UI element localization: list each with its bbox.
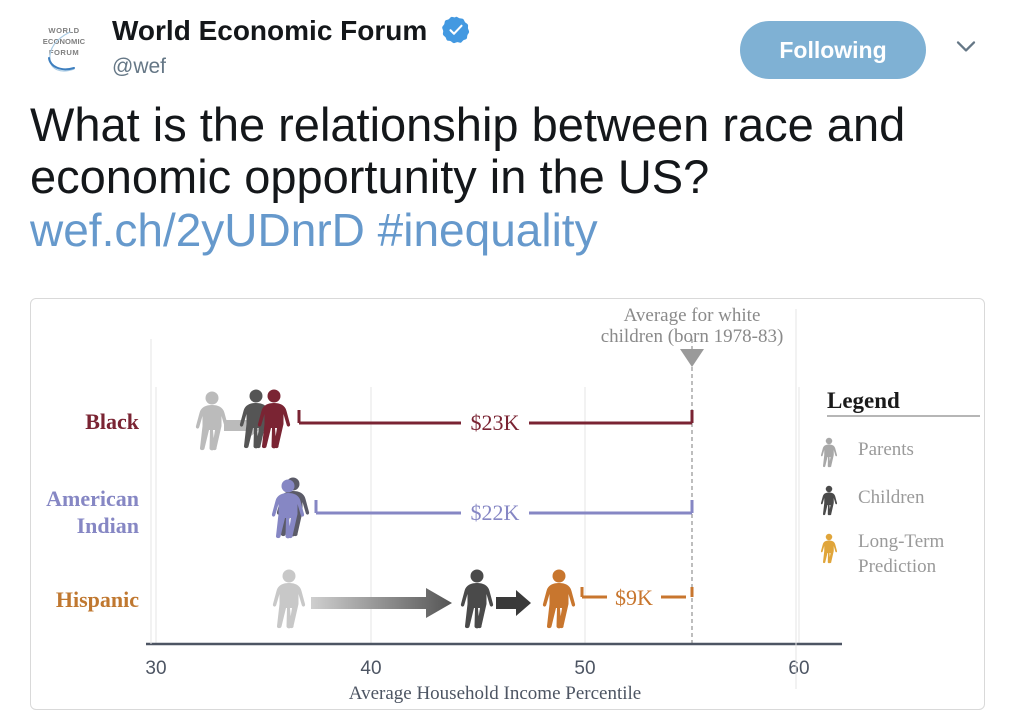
svg-text:Indian: Indian xyxy=(77,513,139,538)
svg-text:children (born 1978-83): children (born 1978-83) xyxy=(601,326,784,347)
svg-text:50: 50 xyxy=(574,658,595,679)
svg-text:FORUM: FORUM xyxy=(49,48,79,57)
svg-text:$22K: $22K xyxy=(471,500,520,525)
svg-text:30: 30 xyxy=(145,658,166,679)
svg-text:ECONOMIC: ECONOMIC xyxy=(43,37,86,46)
svg-text:$9K: $9K xyxy=(615,585,653,610)
svg-text:Black: Black xyxy=(85,409,140,434)
svg-text:WORLD: WORLD xyxy=(48,26,79,35)
svg-text:40: 40 xyxy=(360,658,381,679)
svg-text:Average Household Income Perce: Average Household Income Percentile xyxy=(349,683,641,704)
svg-text:Average for white: Average for white xyxy=(624,305,761,326)
svg-text:Children: Children xyxy=(858,487,925,508)
svg-text:$23K: $23K xyxy=(471,410,520,435)
svg-text:American: American xyxy=(46,486,139,511)
svg-text:Long-Term: Long-Term xyxy=(858,531,944,552)
svg-text:Prediction: Prediction xyxy=(858,556,937,577)
svg-text:Legend: Legend xyxy=(827,388,900,413)
svg-text:60: 60 xyxy=(788,658,809,679)
svg-text:Hispanic: Hispanic xyxy=(56,587,139,612)
svg-text:Parents: Parents xyxy=(858,439,914,460)
